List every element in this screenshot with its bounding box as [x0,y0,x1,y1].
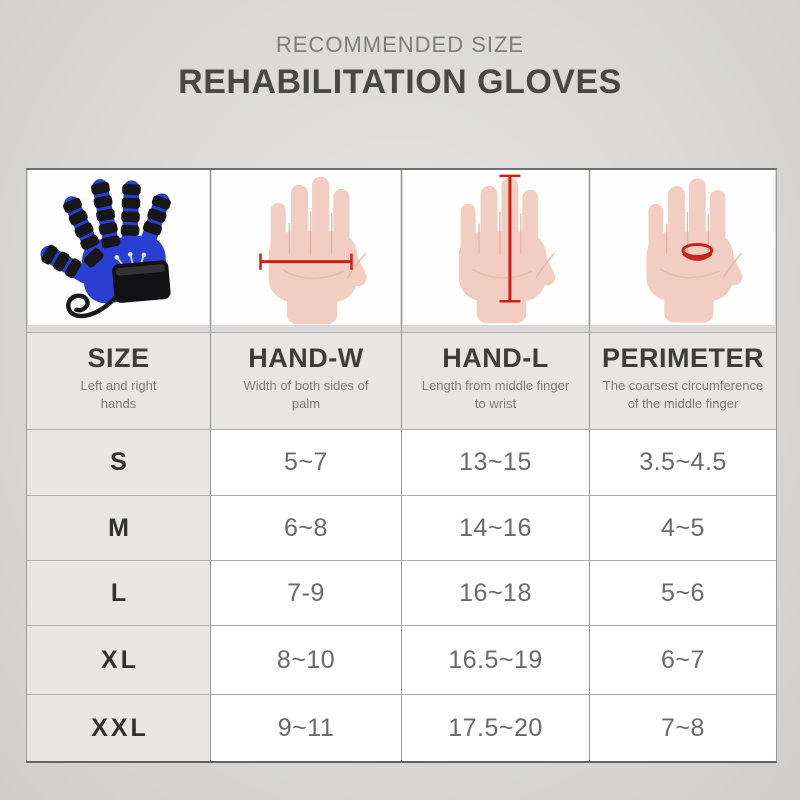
size-value-m-hand-w: 6~8 [211,496,402,561]
column-header-perimeter: PERIMETER The coarsest circumference of … [590,333,776,430]
column-caption: Left and right hands [80,378,157,411]
width-measure-line [259,253,353,270]
size-row-label-l: L [27,561,211,626]
glove-photo-cell [27,170,211,333]
hand-width-photo-cell [211,170,402,333]
column-header-hand-w: HAND-W Width of both sides of palm [211,333,402,430]
size-row-label-s: S [27,430,211,496]
size-row-label-m: M [27,496,211,561]
size-value-xxl-perimeter: 7~8 [590,695,776,761]
column-caption: Width of both sides of palm [243,378,369,411]
size-value-s-perimeter: 3.5~4.5 [590,430,776,496]
size-value-s-hand-w: 5~7 [211,430,402,496]
size-value-m-perimeter: 4~5 [590,496,776,561]
column-title: HAND-W [248,343,364,373]
column-caption: The coarsest circumference of the middle… [602,378,764,411]
finger-perimeter-photo-cell [590,170,776,333]
hand-length-measure-image [457,174,559,324]
glove-photo [28,170,209,325]
size-row-label-xxl: XXL [27,695,211,761]
column-title: SIZE [87,343,150,373]
column-header-size: SIZE Left and right hands [27,333,211,430]
finger-perimeter-photo [591,170,775,325]
circumference-ring [681,243,714,261]
column-title: HAND-L [442,343,549,373]
page-header: RECOMMENDED SIZE REHABILITATION GLOVES [0,32,800,102]
page-title: REHABILITATION GLOVES [178,63,622,101]
column-header-hand-l: HAND-L Length from middle finger to wris… [402,333,590,430]
size-row-label-xl: XL [27,626,211,695]
finger-circumference-measure-image [645,177,746,324]
size-value-xl-hand-l: 16.5~19 [402,626,590,695]
hand-length-photo [403,170,588,325]
hand-width-photo [212,170,400,325]
column-title: PERIMETER [601,343,765,373]
column-caption: Length from middle finger to wrist [421,378,570,411]
size-value-m-hand-l: 14~16 [402,496,590,561]
size-table: SIZE Left and right hands HAND-W Width o… [26,168,777,763]
size-value-xl-hand-w: 8~10 [211,626,402,695]
size-value-l-hand-l: 16~18 [402,561,590,626]
size-value-xl-perimeter: 6~7 [590,626,776,695]
rehab-glove-image [40,179,171,319]
hand-length-photo-cell [402,170,590,333]
size-value-xxl-hand-l: 17.5~20 [402,695,590,761]
hand-width-measure-image [259,175,371,325]
size-value-s-hand-l: 13~15 [402,430,590,496]
size-value-l-perimeter: 5~6 [590,561,776,626]
size-value-l-hand-w: 7-9 [211,561,402,626]
length-measure-line [499,174,521,303]
page-subtitle: RECOMMENDED SIZE [275,32,525,57]
size-value-xxl-hand-w: 9~11 [211,695,402,761]
